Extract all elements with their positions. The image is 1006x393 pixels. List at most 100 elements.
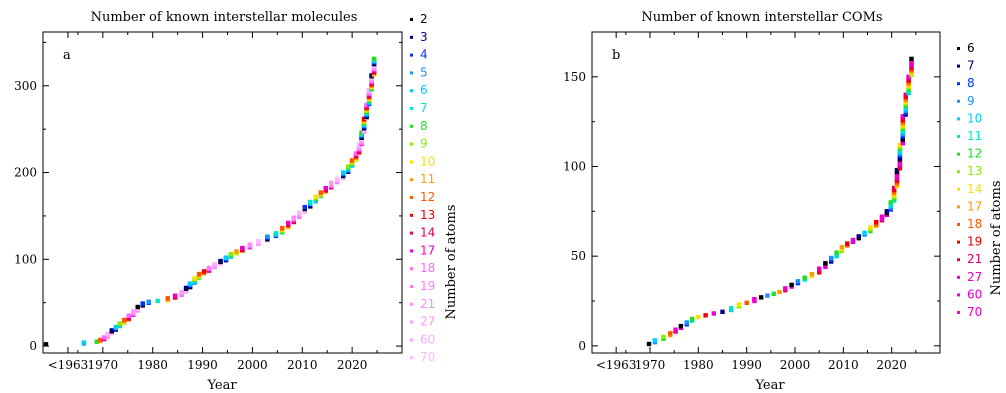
- y-tick-label: 0: [29, 339, 37, 353]
- data-point: [187, 281, 193, 286]
- legend-label: 13: [420, 208, 435, 222]
- legend-swatch: [410, 267, 413, 271]
- data-point: [809, 271, 815, 277]
- data-point: [900, 114, 905, 119]
- legend-label: 5: [420, 65, 428, 79]
- legend-label: 60: [420, 332, 435, 346]
- data-point: [131, 309, 136, 314]
- data-point: [689, 316, 695, 322]
- data-point: [179, 290, 184, 295]
- legend-label: 27: [420, 315, 435, 329]
- data-point: [329, 180, 334, 186]
- data-point: [839, 245, 845, 250]
- legend-swatch: [410, 142, 413, 146]
- data-point: [903, 92, 908, 97]
- data-point: [879, 214, 885, 219]
- data-point: [247, 242, 253, 247]
- legend-label: 18: [967, 217, 982, 231]
- legend-label: 10: [967, 111, 982, 125]
- y-tick-label: 200: [14, 166, 37, 180]
- legend-label: 13: [967, 164, 982, 178]
- data-point: [297, 210, 302, 215]
- data-point: [906, 74, 911, 79]
- data-point: [894, 167, 900, 173]
- data-point: [234, 249, 239, 254]
- data-point: [777, 289, 782, 295]
- data-point: [759, 295, 764, 300]
- data-point: [81, 340, 87, 345]
- legend-label: 9: [967, 94, 975, 108]
- legend-label: 21: [420, 297, 435, 311]
- legend-swatch: [410, 53, 413, 57]
- legend-swatch: [957, 293, 960, 297]
- legend-label: 21: [967, 252, 982, 266]
- data-point: [371, 56, 377, 62]
- x-tick-label: 2020: [337, 358, 368, 372]
- legend-swatch: [957, 275, 960, 279]
- panel-a-legend-title: Number of atoms: [444, 204, 459, 319]
- x-tick-label: 2010: [287, 358, 318, 372]
- data-point: [291, 215, 296, 220]
- data-point: [856, 234, 861, 239]
- legend-label: 6: [420, 83, 428, 97]
- data-point: [729, 306, 734, 311]
- data-point: [897, 142, 903, 148]
- data-point: [240, 245, 245, 251]
- legend-label: 18: [420, 261, 435, 275]
- legend-swatch: [957, 205, 960, 209]
- data-point: [335, 176, 340, 181]
- data-point: [349, 158, 355, 163]
- legend-swatch: [410, 107, 413, 110]
- data-point: [684, 320, 689, 325]
- data-point: [346, 164, 351, 169]
- data-point: [361, 116, 367, 121]
- data-point: [183, 285, 189, 291]
- data-point: [172, 293, 178, 298]
- data-point: [703, 313, 708, 318]
- legend-swatch: [410, 18, 413, 21]
- data-point: [673, 327, 678, 332]
- data-point: [105, 331, 110, 337]
- data-point: [744, 300, 749, 305]
- legend-swatch: [957, 99, 960, 103]
- panel-a-x-axis-label: Year: [206, 378, 237, 393]
- data-point: [909, 56, 914, 62]
- data-point: [165, 296, 170, 301]
- legend-label: 70: [420, 350, 435, 364]
- data-point: [802, 275, 807, 280]
- legend-swatch: [410, 249, 413, 253]
- data-point: [109, 328, 114, 333]
- y-tick-label: 150: [563, 70, 586, 84]
- legend-swatch: [957, 258, 960, 262]
- legend-label: 9: [420, 137, 428, 151]
- legend-swatch: [410, 35, 413, 39]
- legend-label: 8: [967, 76, 975, 90]
- y-tick-label: 300: [14, 79, 37, 93]
- x-tick-label: 2000: [237, 358, 268, 372]
- data-point: [795, 279, 801, 284]
- panel-b-plot-frame: [591, 31, 941, 354]
- legend-swatch: [410, 285, 413, 288]
- data-point: [212, 262, 217, 267]
- panel-b-points: [646, 56, 914, 347]
- data-point: [765, 293, 770, 298]
- legend-swatch: [957, 240, 960, 244]
- panel-a-ticks: <1963 1970 1980 1990 2000 2010 2020 0 100 200 300: [14, 32, 402, 372]
- legend-label: 10: [420, 154, 435, 168]
- data-point: [752, 297, 757, 302]
- legend-swatch: [957, 311, 960, 314]
- data-point: [356, 142, 362, 147]
- data-point: [146, 299, 151, 304]
- data-point: [817, 266, 822, 271]
- data-point: [661, 334, 666, 340]
- data-point: [140, 301, 145, 306]
- data-point: [359, 130, 364, 135]
- legend-swatch: [410, 231, 413, 235]
- panel-a-plot-frame: [42, 31, 403, 354]
- data-point: [711, 311, 716, 316]
- data-point: [135, 304, 140, 310]
- data-point: [273, 231, 279, 236]
- x-tick-label: <1963: [48, 358, 89, 372]
- panel-b-letter: b: [612, 48, 620, 63]
- data-point: [353, 151, 359, 156]
